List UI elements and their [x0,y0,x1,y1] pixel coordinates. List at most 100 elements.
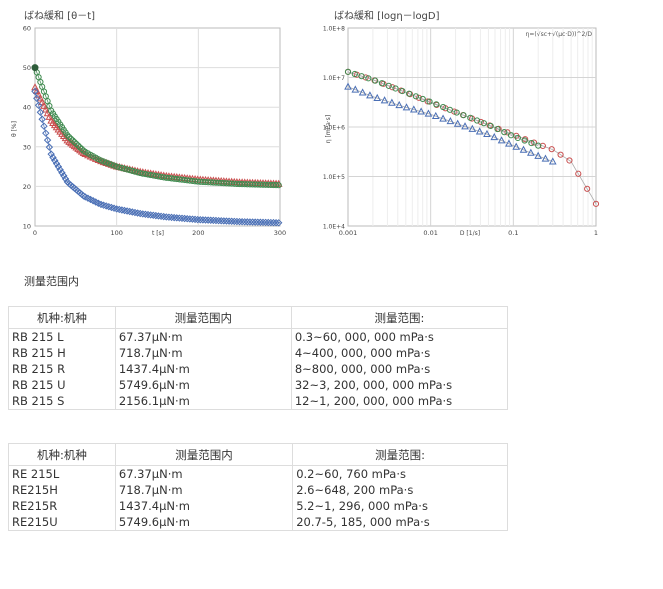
series-0-point [477,118,484,126]
series-2-point [483,129,491,138]
section-title: 测量范围内 [24,273,79,289]
eta-shear-rate-chart-title: ばね緩和 [logη－logD] [334,11,440,22]
series-2-point [241,218,249,226]
series-2-point [220,217,228,225]
series-2-point [274,219,283,227]
series-2-point [178,214,186,222]
series-2-point [402,103,411,111]
series-1-point [365,75,372,82]
series-2-point [173,214,181,222]
series-2-point [123,207,131,215]
series-2-point [243,218,252,226]
series-2-point [534,151,542,159]
series-2-point [186,215,194,223]
series-2-point [191,215,199,224]
series-2-point [56,165,64,174]
series-2-point [264,218,272,227]
series-0-point [45,112,54,120]
series-2-point [204,216,212,224]
series-2-point [36,108,45,116]
cell-model: RB 215 L [8,328,116,345]
cell-model: RB 215 H [8,345,116,361]
series-1-point [73,140,80,147]
cell-range: 2.6~648, 200 mPa·s [292,482,508,498]
series-2-point [227,217,236,225]
series-0-point [31,83,39,91]
series-2-point [146,211,155,219]
series-1-point [344,68,352,75]
series-2-point [31,87,39,96]
series-0-point [548,146,555,153]
series-2-point [43,136,52,144]
series-1-point [399,87,406,95]
series-1-point [487,122,494,130]
table-row: RB 215 L 67.37μN·m 0.3~60, 000, 000 mPa·… [8,328,509,345]
series-2-point [34,101,43,110]
series-0-point [415,94,422,101]
series-2-point [162,213,171,221]
series-2-point [351,85,360,93]
series-0-point [362,74,369,81]
series-1-point [521,137,528,144]
series-1-point [351,70,358,78]
series-2-point [233,217,241,226]
series-2-point [42,129,50,137]
re-series-table: 机种:机种 测量范围内 测量范围: RE 215L 67.37μN·m 0.2~… [8,443,508,531]
series-2-point [193,215,202,224]
series-2-point [541,154,550,162]
series-1-point [378,80,386,87]
series-2-point [238,218,246,226]
series-2-point [439,114,447,122]
cell-model: RE215H [8,482,116,498]
y-tick-label: 1.0E+8 [323,26,345,33]
cell-range: 32~3, 200, 000, 000 mPa·s [290,377,509,393]
header-range: 测量范围: [290,306,509,329]
series-1-point [66,134,73,141]
cell-torque: 1437.4μN·m [114,498,294,514]
series-2-point [497,136,506,144]
series-2-point [475,127,484,135]
series-2-point [47,150,55,158]
series-0-point [566,157,573,164]
y-tick-label: 1.0E+4 [323,224,345,231]
series-2-point [141,210,150,218]
cell-model: RB 215 U [8,377,116,393]
series-2-point [170,213,178,222]
series-0-point [40,101,48,109]
series-1-point [75,142,82,149]
series-1-point [71,139,78,146]
series-2-point [505,139,513,147]
series-0-point [530,139,538,146]
x-axis-label: t [s] [152,230,164,237]
header-model: 机种:机种 [8,306,116,329]
series-2-point [217,217,225,225]
series-2-point [246,218,254,226]
series-1-point [76,144,84,151]
table-header-row: 机种:机种 测量范围内 测量范围: [8,443,508,466]
series-2-point [512,142,521,150]
series-2-point [51,156,59,165]
series-1-point [453,109,460,116]
header-range: 测量范围: [292,443,508,466]
header-model: 机种:机种 [8,443,116,466]
series-2-point [118,206,126,214]
series-2-point [431,111,440,120]
y-tick-label: 60 [23,25,31,33]
series-2-point [269,218,278,227]
series-2-point [157,212,165,221]
series-2-point [256,218,265,226]
cell-range: 0.3~60, 000, 000 mPa·s [290,328,509,345]
series-2-point [52,159,61,168]
y-tick-label: 10 [23,223,31,231]
series-2-point [175,214,184,222]
series-1-point [528,139,535,147]
series-2-point [358,88,367,96]
series-2-point [209,216,218,225]
cell-range: 5.2~1, 296, 000 mPa·s [292,498,508,514]
series-2-point [424,109,433,117]
series-2-point [115,205,123,214]
series-2-point [490,132,499,141]
series-2-point [79,192,88,200]
plot-area [34,27,281,227]
series-2-point [58,169,66,177]
